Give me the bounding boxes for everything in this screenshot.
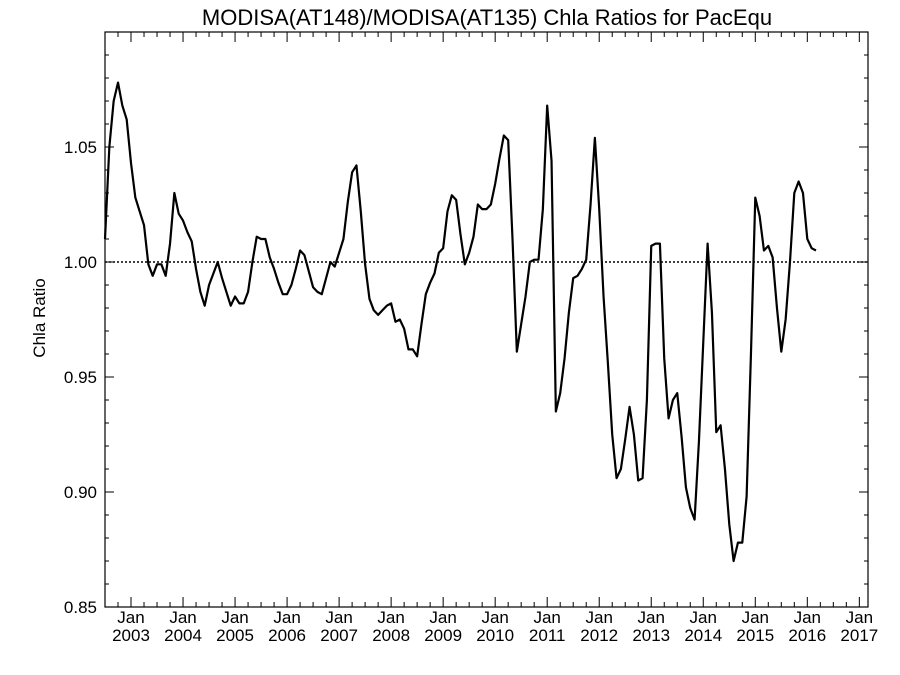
- x-tick-year-label: 2017: [840, 626, 878, 645]
- x-tick-month-label: Jan: [638, 608, 665, 627]
- x-tick-month-label: Jan: [273, 608, 300, 627]
- plot-frame: [104, 31, 869, 608]
- x-tick-month-label: Jan: [221, 608, 248, 627]
- x-tick-month-label: Jan: [117, 608, 144, 627]
- x-tick-year-label: 2011: [529, 626, 566, 645]
- x-tick-month-label: Jan: [325, 608, 352, 627]
- y-tick-label: 0.95: [64, 368, 97, 387]
- x-tick-year-label: 2003: [112, 626, 150, 645]
- x-tick-year-label: 2013: [632, 626, 670, 645]
- y-tick-label: 1.05: [64, 138, 97, 157]
- x-tick-month-label: Jan: [742, 608, 769, 627]
- x-tick-year-label: 2008: [372, 626, 410, 645]
- x-tick-year-label: 2012: [580, 626, 618, 645]
- x-tick-year-label: 2014: [684, 626, 722, 645]
- x-tick-month-label: Jan: [794, 608, 821, 627]
- x-tick-year-label: 2004: [164, 626, 202, 645]
- y-tick-label: 0.90: [64, 483, 97, 502]
- y-tick-label: 0.85: [64, 598, 97, 617]
- x-tick-month-label: Jan: [481, 608, 508, 627]
- series-group: [103, 81, 817, 563]
- x-tick-month-label: Jan: [846, 608, 873, 627]
- x-tick-month-label: Jan: [429, 608, 456, 627]
- y-axis-label: Chla Ratio: [30, 278, 49, 357]
- x-tick-month-label: Jan: [377, 608, 404, 627]
- x-tick-month-label: Jan: [586, 608, 613, 627]
- x-tick-year-label: 2005: [216, 626, 254, 645]
- x-tick-year-label: 2007: [320, 626, 358, 645]
- x-tick-year-label: 2009: [424, 626, 462, 645]
- chart-title: MODISA(AT148)/MODISA(AT135) Chla Ratios …: [202, 5, 772, 30]
- x-tick-year-label: 2015: [736, 626, 774, 645]
- series-line: [103, 81, 817, 563]
- x-tick-month-label: Jan: [690, 608, 717, 627]
- x-tick-month-label: Jan: [169, 608, 196, 627]
- x-tick-month-label: Jan: [533, 608, 560, 627]
- y-tick-label: 1.00: [64, 253, 97, 272]
- x-tick-year-label: 2016: [788, 626, 826, 645]
- x-tick-year-label: 2010: [476, 626, 514, 645]
- axes: 0.850.900.951.001.05Jan2003Jan2004Jan200…: [64, 31, 878, 645]
- x-tick-year-label: 2006: [268, 626, 306, 645]
